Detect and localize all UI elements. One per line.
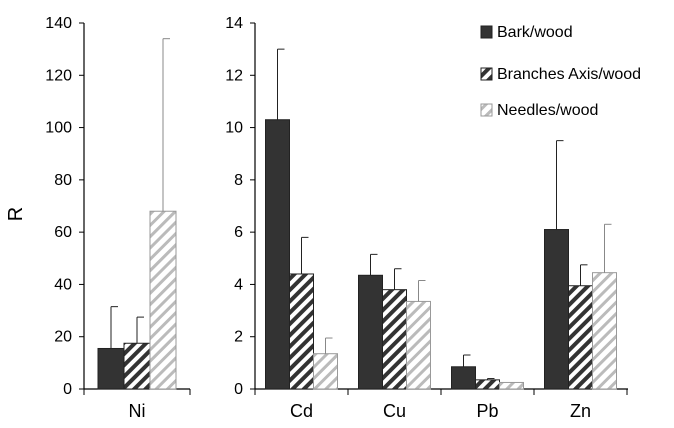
bar-zn-3 <box>592 272 617 390</box>
bar-pb-1 <box>451 366 476 390</box>
bar-zn-1 <box>544 229 569 390</box>
y-tick-label: 140 <box>45 15 72 32</box>
y-tick-label: 20 <box>54 329 72 346</box>
y-tick-label: 2 <box>234 329 243 346</box>
legend: Bark/wood Branches Axis/wood Needles/wood <box>480 24 641 119</box>
bar-cd-3 <box>313 353 338 390</box>
bar-cu-2 <box>382 289 407 390</box>
x-category-label: Cd <box>290 401 313 421</box>
legend-swatch <box>480 103 493 117</box>
legend-label: Needles/wood <box>497 102 598 119</box>
panel-left: 0 20 40 60 80 100 120 140 Ni <box>45 15 191 421</box>
bar-cu-3 <box>406 300 431 390</box>
bar-cd-2 <box>289 273 314 390</box>
bar-ni-2 <box>123 342 151 390</box>
bar-cd-1 <box>265 119 290 390</box>
y-tick-label: 14 <box>225 15 243 32</box>
x-category-label: Zn <box>570 401 591 421</box>
y-tick-label: 10 <box>225 120 243 137</box>
y-tick-label: 120 <box>45 67 72 84</box>
bar-pb-3 <box>499 381 524 390</box>
bar-pb-2 <box>475 379 500 390</box>
y-tick-label: 8 <box>234 172 243 189</box>
bar-ni-3 <box>149 210 177 390</box>
panel-right: 0 2 4 6 8 10 12 14 Cd Cu Pb Zn <box>225 15 628 421</box>
y-tick-label: 12 <box>225 67 243 84</box>
x-category-label: Ni <box>129 401 146 421</box>
y-tick-label: 0 <box>234 381 243 398</box>
y-tick-label: 80 <box>54 172 72 189</box>
y-tick-label: 0 <box>63 381 72 398</box>
y-tick-label: 60 <box>54 224 72 241</box>
y-tick-label: 40 <box>54 276 72 293</box>
y-tick-label: 6 <box>234 224 243 241</box>
legend-swatch <box>480 67 493 81</box>
legend-swatch <box>480 25 493 39</box>
y-axis-label: R <box>5 207 27 221</box>
y-tick-label: 100 <box>45 120 72 137</box>
legend-label: Branches Axis/wood <box>497 66 641 83</box>
y-tick-label: 4 <box>234 276 243 293</box>
bar-cu-1 <box>358 274 383 390</box>
bar-ni-1 <box>97 347 125 390</box>
x-category-label: Pb <box>476 401 498 421</box>
x-category-label: Cu <box>383 401 406 421</box>
legend-label: Bark/wood <box>497 24 573 41</box>
bar-zn-2 <box>568 285 593 390</box>
